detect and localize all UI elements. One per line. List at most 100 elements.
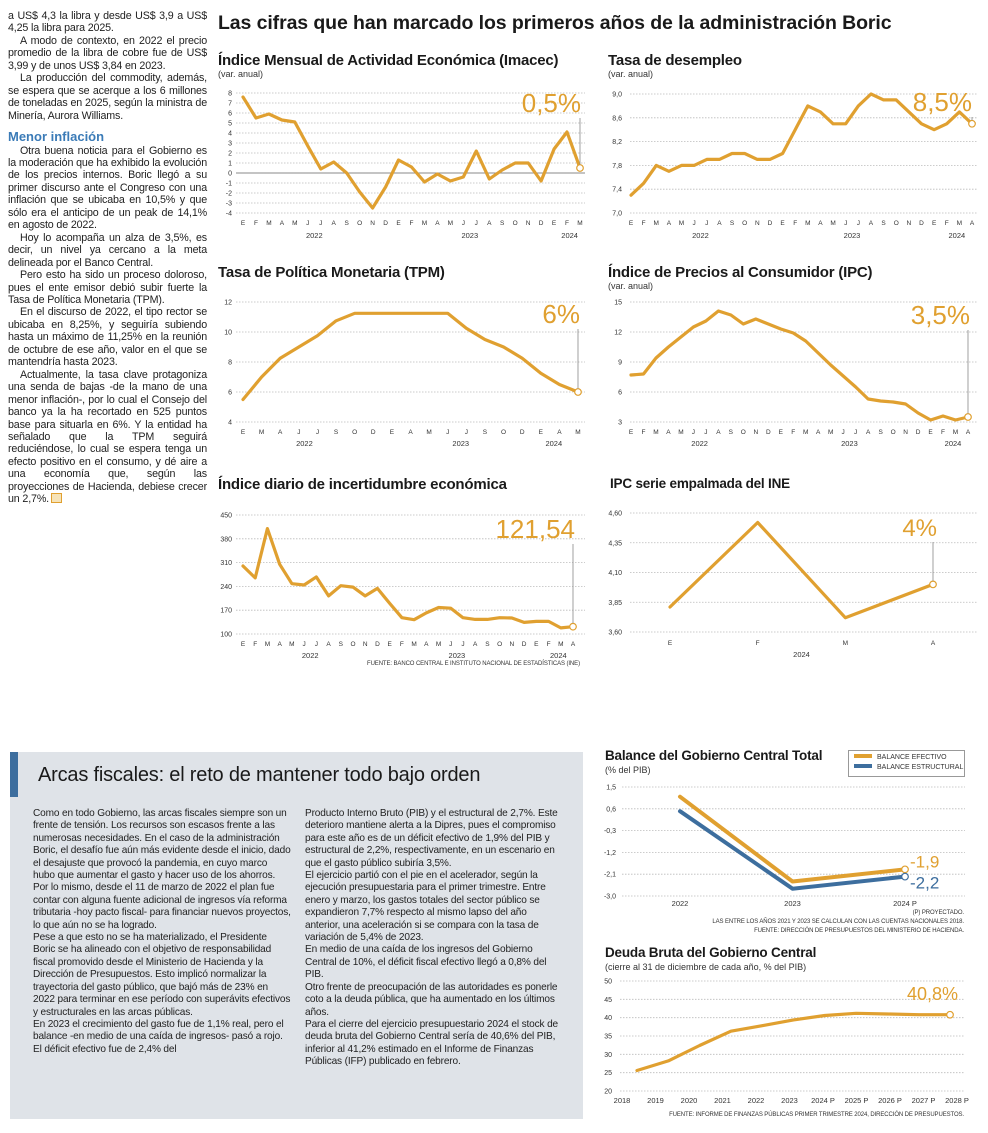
x-tick-label: J (461, 641, 464, 648)
x-tick-label: E (539, 429, 544, 436)
x-tick-label: M (422, 220, 427, 227)
x-tick-label: O (350, 641, 355, 648)
y-tick-label: 8,2 (612, 139, 622, 146)
y-tick-label: 7,0 (612, 211, 622, 218)
x-tick-label: A (424, 641, 429, 648)
x-tick-label: N (755, 220, 760, 227)
x-tick-label: J (315, 641, 318, 648)
x-tick-label: J (842, 429, 845, 436)
year-label: 2024 (550, 651, 567, 660)
x-tick-label: F (547, 641, 551, 648)
x-tick-label: S (485, 641, 490, 648)
y-tick-label: 6 (228, 111, 232, 118)
paragraph: a US$ 4,3 la libra y desde US$ 3,9 a US$… (8, 10, 207, 35)
x-tick-label: 2023 (781, 1096, 798, 1105)
x-tick-label: S (881, 220, 886, 227)
x-tick-label: 2027 P (912, 1096, 936, 1105)
end-mark-icon (51, 493, 62, 504)
x-tick-label: M (448, 220, 453, 227)
x-tick-label: D (919, 220, 924, 227)
y-tick-label: 310 (220, 560, 232, 567)
x-tick-label: A (435, 220, 440, 227)
paragraph: En el discurso de 2022, el tipo rector s… (8, 306, 207, 369)
x-tick-label: 2019 (647, 1096, 664, 1105)
y-tick-label: 10 (224, 330, 232, 337)
highlight-point (574, 388, 582, 396)
x-tick-label: E (534, 641, 539, 648)
x-tick-label: E (552, 220, 557, 227)
y-tick-label: 15 (614, 300, 622, 307)
y-tick-label: 0,6 (606, 806, 616, 813)
y-tick-label: 5 (228, 121, 232, 128)
paragraph: Como en todo Gobierno, las arcas fiscale… (33, 808, 291, 882)
highlight-point (569, 622, 577, 631)
legend-label: BALANCE EFECTIVO (877, 754, 947, 761)
x-tick-label: J (475, 220, 478, 227)
x-tick-label: O (497, 641, 502, 648)
x-tick-label: A (278, 429, 283, 436)
x-tick-label: M (654, 220, 659, 227)
x-tick-label: F (410, 220, 414, 227)
x-tick-label: A (487, 220, 492, 227)
paragraph: Pero esto ha sido un proceso doloroso, p… (8, 269, 207, 306)
x-tick-label: 2022 (748, 1096, 765, 1105)
x-tick-label: M (259, 429, 264, 436)
y-tick-label: 50 (604, 979, 612, 986)
x-tick-label: E (241, 641, 246, 648)
highlight-value: 3,5% (911, 300, 970, 330)
x-tick-label: E (629, 220, 634, 227)
highlight-value: 8,5% (913, 87, 972, 117)
y-tick-label: 3,60 (608, 630, 622, 637)
x-tick-label: J (844, 220, 847, 227)
x-tick-label: S (878, 429, 883, 436)
y-tick-label: 2 (228, 151, 232, 158)
x-tick-label: O (513, 220, 518, 227)
x-tick-label: D (383, 220, 388, 227)
x-tick-label: O (891, 429, 896, 436)
x-tick-label: A (280, 220, 285, 227)
chart-title-ipc-empalmada: IPC serie empalmada del INE (610, 476, 790, 491)
chart-title-desempleo: Tasa de desempleo (608, 52, 742, 69)
year-label: 2024 (949, 231, 966, 240)
x-tick-label: O (357, 220, 362, 227)
y-tick-label: 40 (604, 1015, 612, 1022)
chart-6: 1,5 0,6 -0,3 -1,2 -2,1 -3,0 2022 2023 2024 P -1,9… (604, 785, 965, 908)
year-label: 2022 (692, 231, 709, 240)
chart-2: 12 10 8 6 4 E M A J J S O D E A M J J S O D E A M 2022 2023 2024 6% (224, 299, 585, 448)
year-label: 2022 (306, 231, 323, 240)
chart-title-balance: Balance del Gobierno Central Total (605, 748, 823, 763)
x-tick-label: E (780, 220, 785, 227)
x-tick-label: E (241, 220, 246, 227)
x-tick-label: A (931, 640, 936, 647)
x-tick-label: A (277, 641, 282, 648)
x-tick-label: F (756, 640, 760, 647)
x-tick-label: O (352, 429, 357, 436)
x-tick-label: A (408, 429, 413, 436)
legend-label: BALANCE ESTRUCTURAL (877, 764, 964, 771)
x-tick-label: D (371, 429, 376, 436)
subheading: Menor inflación (8, 129, 105, 145)
x-tick-label: A (571, 641, 576, 648)
x-tick-label: E (779, 429, 784, 436)
x-tick-label: A (869, 220, 874, 227)
x-tick-label: 2024 P (893, 899, 917, 908)
y-tick-label: 9,0 (612, 92, 622, 99)
x-tick-label: J (446, 429, 449, 436)
x-tick-label: E (396, 220, 401, 227)
highlight-value: 121,54 (495, 514, 575, 544)
x-tick-label: F (641, 429, 645, 436)
x-tick-label: M (653, 429, 658, 436)
highlight-point (901, 865, 909, 874)
box-column-2: Producto Interno Bruto (PIB) y el estruc… (305, 808, 563, 1069)
y-tick-label: 4 (228, 420, 232, 427)
chart-legend-balance: BALANCE EFECTIVO BALANCE ESTRUCTURAL (848, 750, 965, 777)
series-end-label: -1,9 (910, 852, 939, 871)
year-label: 2023 (841, 439, 858, 448)
x-tick-label: M (679, 220, 684, 227)
y-tick-label: 12 (614, 330, 622, 337)
y-tick-label: 4,60 (608, 511, 622, 518)
x-tick-label: M (577, 220, 582, 227)
paragraph: La producción del commodity, además, se … (8, 72, 207, 122)
